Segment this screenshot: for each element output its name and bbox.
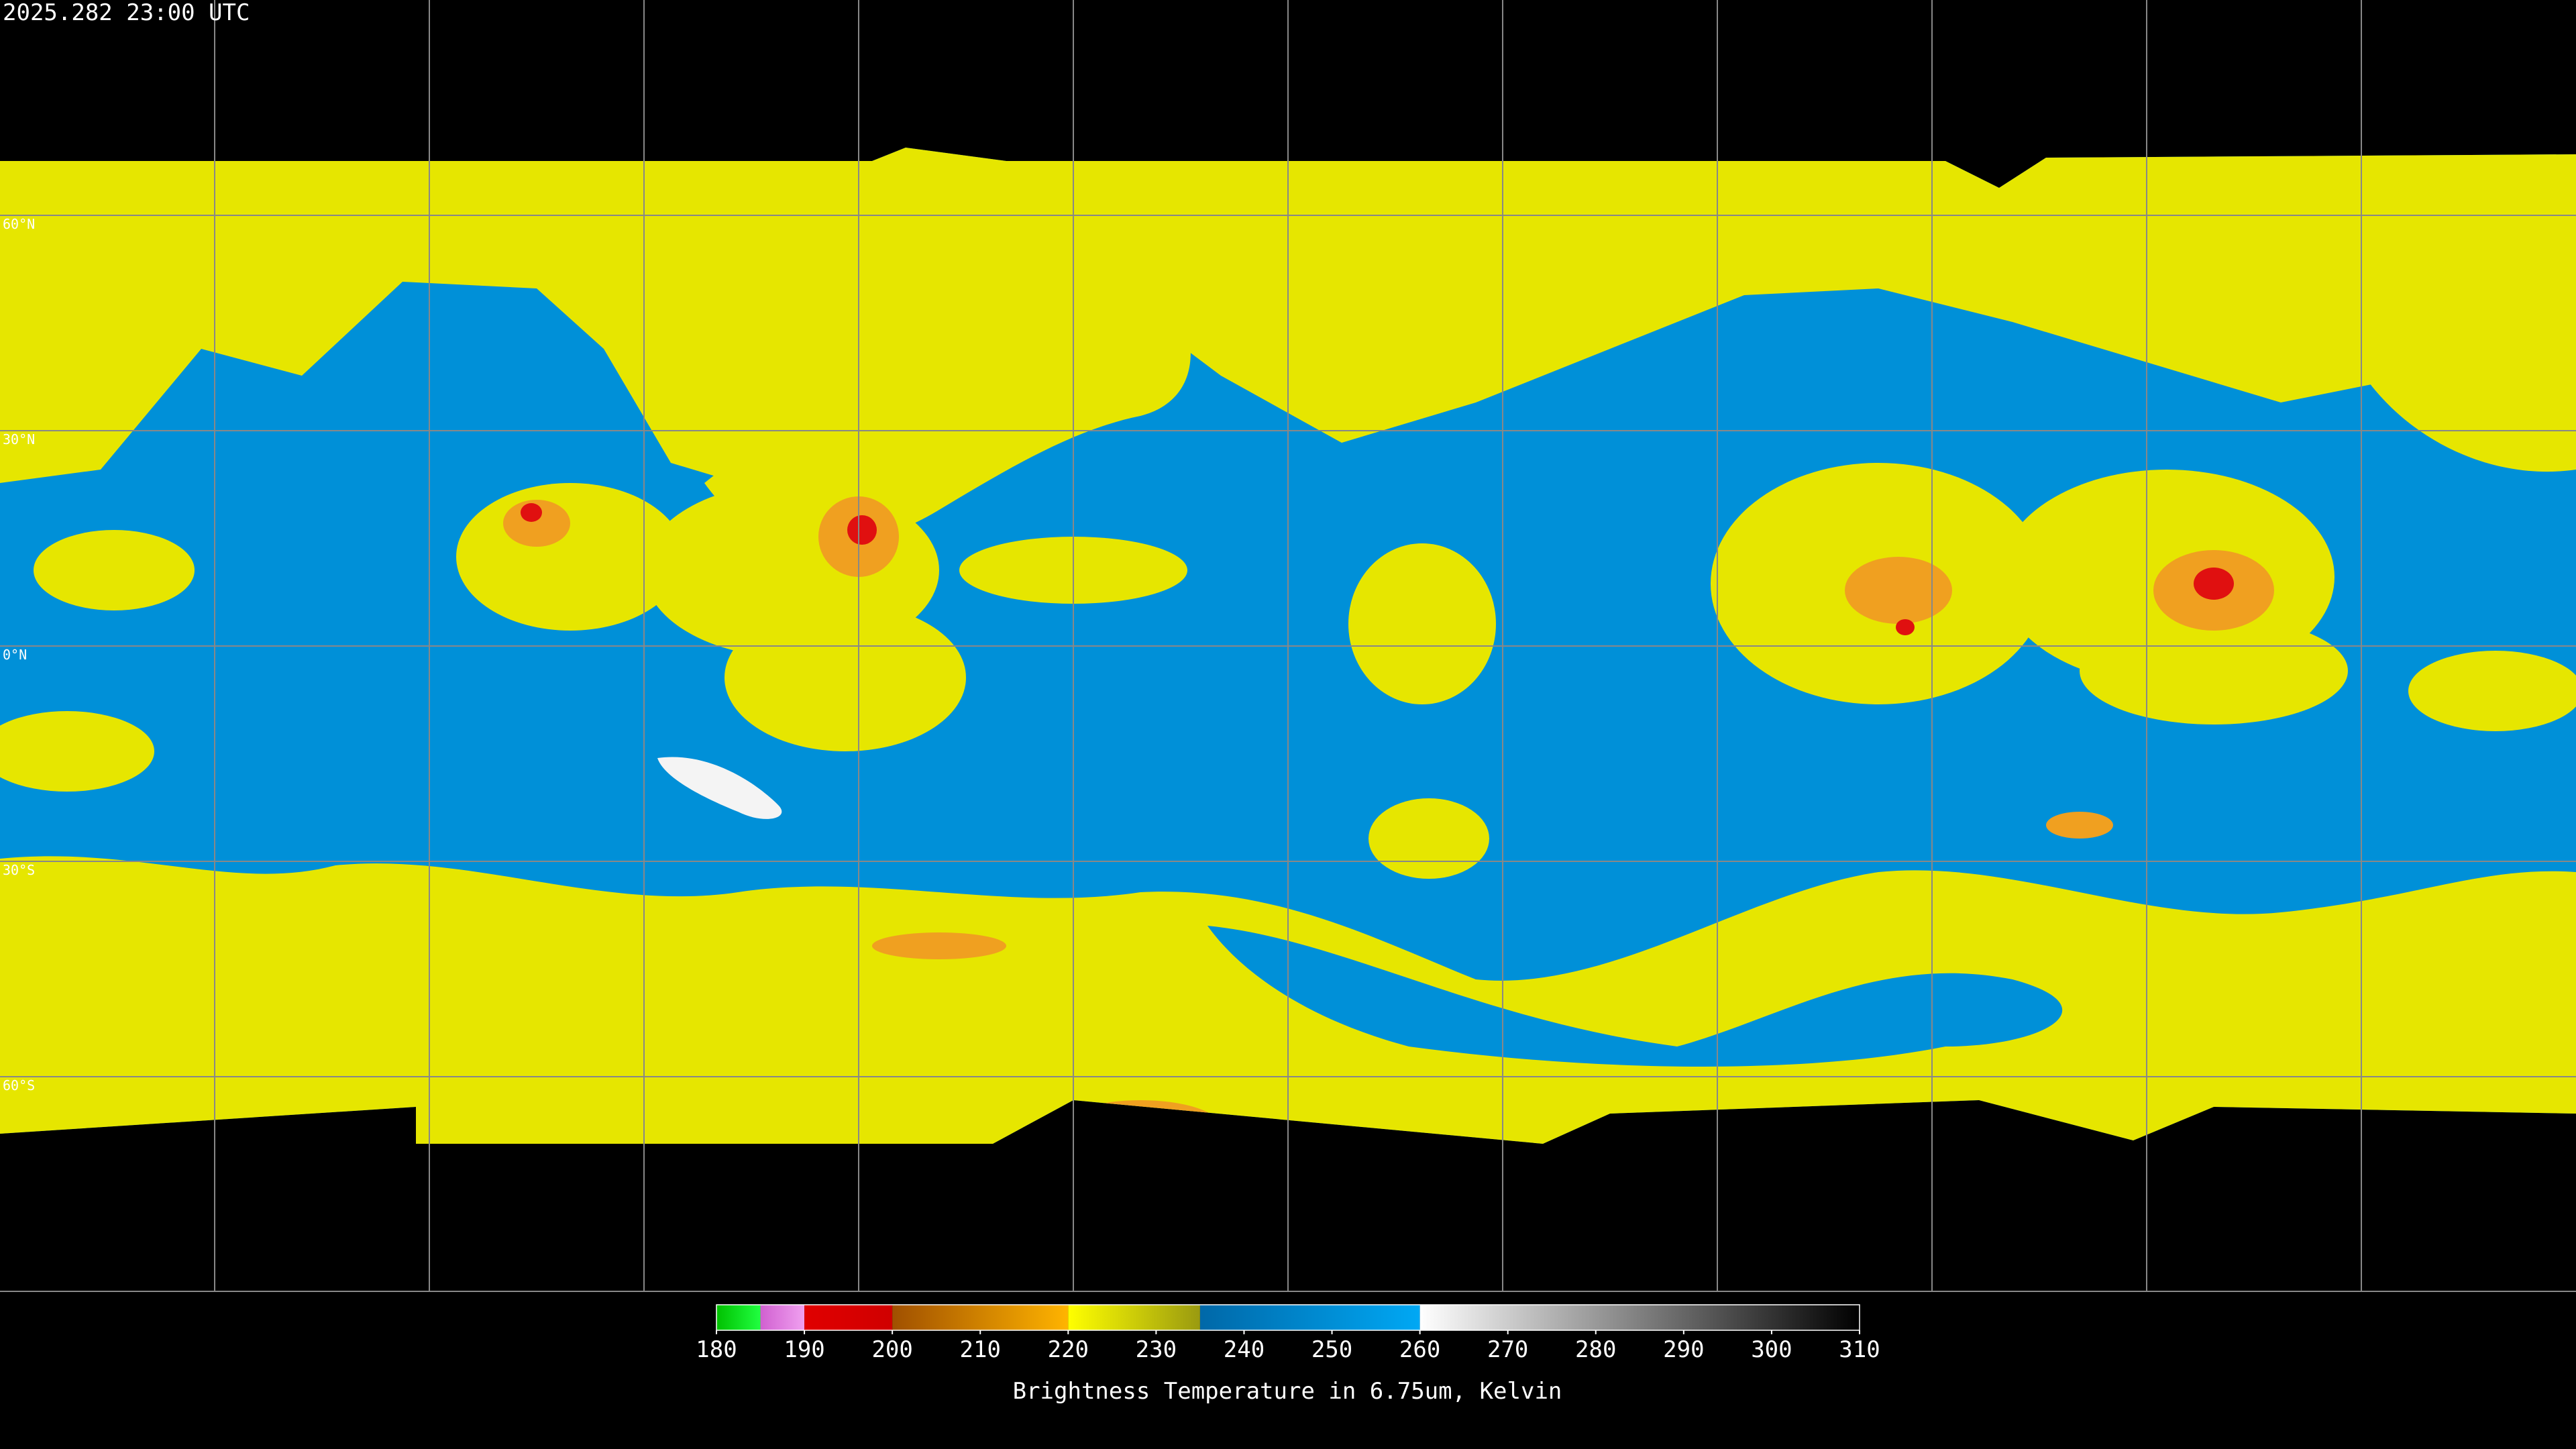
colorbar-segment xyxy=(1068,1305,1200,1330)
colorbar-segment xyxy=(1199,1305,1420,1330)
colorbar-segment xyxy=(1419,1305,1860,1330)
colorbar-tick-label: 210 xyxy=(960,1336,1001,1363)
colorbar-tick-label: 240 xyxy=(1224,1336,1265,1363)
colorbar-segment xyxy=(716,1305,761,1330)
colorbar-tick-label: 290 xyxy=(1663,1336,1704,1363)
colorbar-tick-label: 220 xyxy=(1048,1336,1089,1363)
colorbar-tick-label: 250 xyxy=(1311,1336,1352,1363)
atlantic-plume xyxy=(704,229,1191,547)
west-pacific-plume xyxy=(2348,334,2576,472)
colorbar-tick-label: 280 xyxy=(1575,1336,1616,1363)
colorbar-tick-label: 300 xyxy=(1751,1336,1792,1363)
colorbar-segment xyxy=(892,1305,1069,1330)
latitude-label: 30°N xyxy=(3,431,35,447)
colorbar-tick-label: 200 xyxy=(871,1336,912,1363)
graticule xyxy=(0,0,2576,1292)
colorbar-tick-label: 180 xyxy=(696,1336,737,1363)
colorbar-tick-label: 260 xyxy=(1399,1336,1440,1363)
cold-patch xyxy=(657,757,782,819)
convection xyxy=(0,463,2576,879)
colorbar-tick-label: 230 xyxy=(1136,1336,1177,1363)
latitude-labels: 60°N 30°N 0°N 30°S 60°S xyxy=(3,216,35,1093)
timestamp: 2025.282 23:00 UTC xyxy=(3,0,250,26)
colorbar-tick-label: 270 xyxy=(1487,1336,1528,1363)
latitude-label: 60°N xyxy=(3,216,35,232)
southern-gap xyxy=(1208,926,2063,1067)
colorbar-label: Brightness Temperature in 6.75um, Kelvin xyxy=(1013,1378,1562,1405)
colorbar-segment xyxy=(804,1305,893,1330)
latitude-label: 0°N xyxy=(3,647,27,663)
latitude-label: 30°S xyxy=(3,862,35,878)
colorbar-tick-label: 310 xyxy=(1839,1336,1880,1363)
colorbar: 180 190 200 210 220 230 240 250 260 270 280 290 300 3… xyxy=(696,1304,1880,1363)
latitude-label: 60°S xyxy=(3,1077,35,1093)
colorbar-segment xyxy=(760,1305,805,1330)
colorbar-frame xyxy=(716,1304,1860,1331)
colorbar-tick-label: 190 xyxy=(784,1336,824,1363)
